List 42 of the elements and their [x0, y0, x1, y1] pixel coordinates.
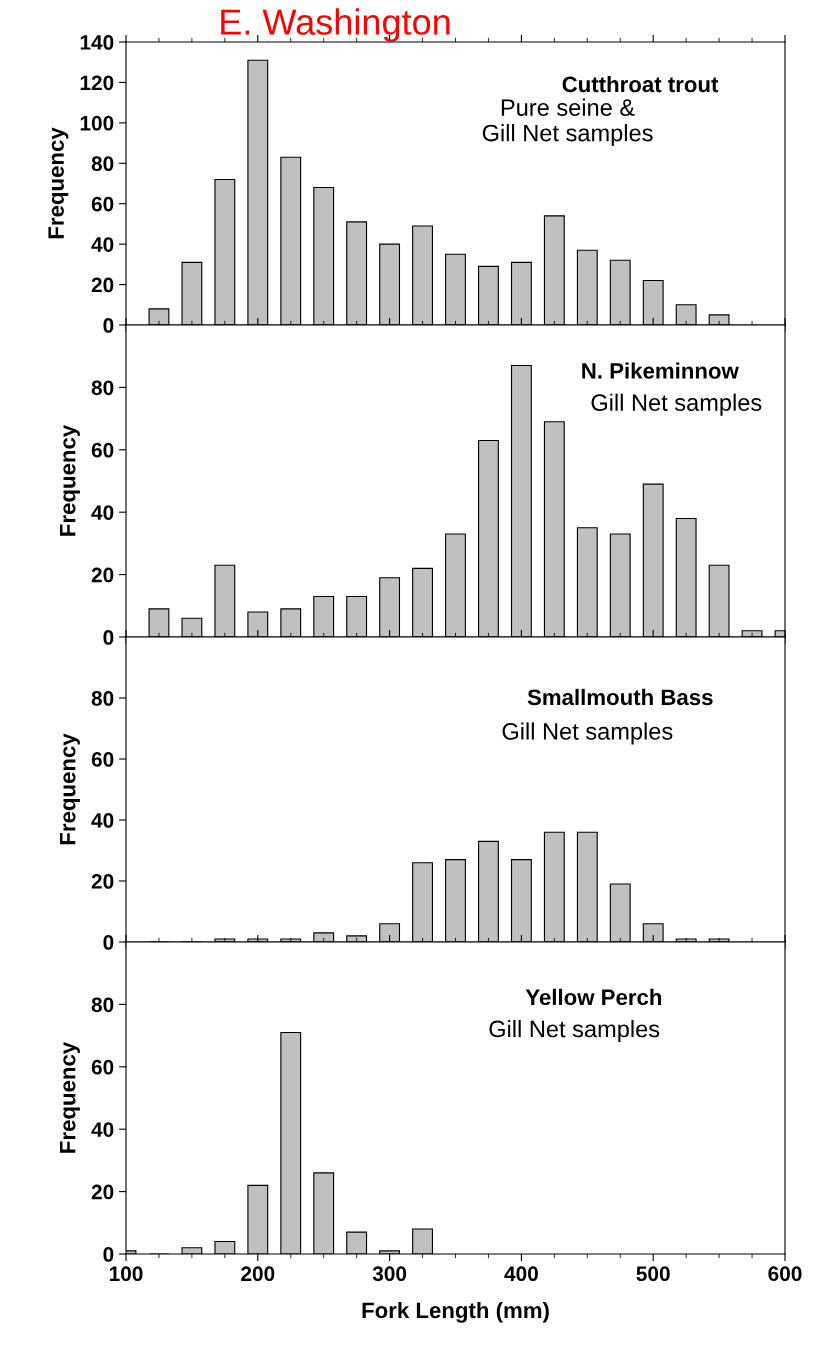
y-tick-label: 80 — [91, 997, 114, 1013]
y-tick-label: 40 — [91, 237, 114, 252]
annotation: Gill Net samples — [489, 1020, 660, 1043]
y-tick-label: 20 — [91, 1184, 114, 1200]
y-axis-title: Frequency — [60, 1041, 80, 1153]
y-tick-label: 40 — [91, 1122, 114, 1137]
annotation: Gill Net samples — [591, 393, 762, 416]
y-tick-label: 140 — [80, 35, 114, 50]
y-tick-label: 120 — [80, 75, 114, 91]
annotation: Smallmouth Bass — [527, 688, 713, 706]
y-tick-label: 60 — [91, 196, 114, 212]
chart-title: E. Washington — [221, 8, 450, 42]
y-tick-label: 40 — [91, 813, 114, 828]
y-axis-title: Frequency — [60, 424, 80, 536]
y-tick-label: 100 — [80, 115, 114, 131]
annotation: Yellow Perch — [525, 988, 662, 1006]
annotation: Gill Net samples — [502, 722, 673, 745]
y-tick-label: 0 — [103, 630, 114, 645]
y-tick-label: 60 — [91, 1059, 114, 1075]
y-tick-label: 80 — [91, 691, 114, 706]
y-axis-title: Frequency — [48, 127, 69, 239]
y-tick-label: 60 — [91, 752, 114, 767]
y-tick-label: 0 — [103, 935, 114, 950]
x-axis-title: Fork Length (mm) — [362, 1301, 549, 1323]
x-tick-label: 200 — [241, 1266, 275, 1282]
y-tick-label: 60 — [91, 442, 114, 458]
x-tick-label: 400 — [504, 1266, 538, 1282]
annotation: Pure seine & Gill Net samples — [482, 98, 653, 147]
y-tick-label: 80 — [91, 380, 114, 396]
y-tick-label: 80 — [91, 156, 114, 172]
y-tick-label: 20 — [91, 874, 114, 889]
y-tick-label: 0 — [103, 1247, 114, 1262]
annotation: N. Pikeminnow — [582, 362, 739, 379]
x-tick-label: 500 — [636, 1266, 670, 1282]
x-tick-label: 300 — [372, 1266, 407, 1282]
y-tick-label: 40 — [91, 505, 114, 520]
x-tick-label: 600 — [768, 1266, 802, 1282]
y-tick-label: 0 — [103, 318, 114, 333]
y-axis-title: Frequency — [60, 733, 80, 845]
y-tick-label: 20 — [91, 567, 114, 583]
y-tick-label: 20 — [91, 277, 114, 293]
annotation: Cutthroat trout — [562, 75, 719, 93]
